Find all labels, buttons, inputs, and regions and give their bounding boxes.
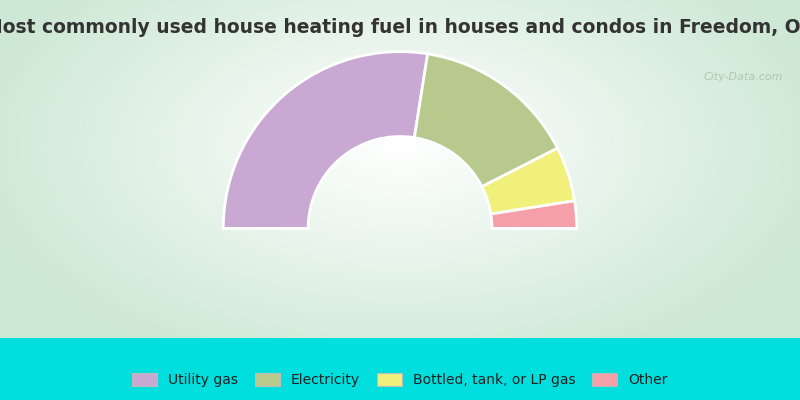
Wedge shape (223, 52, 428, 228)
Text: Most commonly used house heating fuel in houses and condos in Freedom, OK: Most commonly used house heating fuel in… (0, 18, 800, 37)
Wedge shape (482, 148, 574, 214)
Text: City-Data.com: City-Data.com (704, 72, 783, 82)
Wedge shape (490, 201, 577, 228)
Wedge shape (414, 54, 558, 187)
Legend: Utility gas, Electricity, Bottled, tank, or LP gas, Other: Utility gas, Electricity, Bottled, tank,… (128, 368, 672, 391)
Bar (0, 338, 800, 400)
